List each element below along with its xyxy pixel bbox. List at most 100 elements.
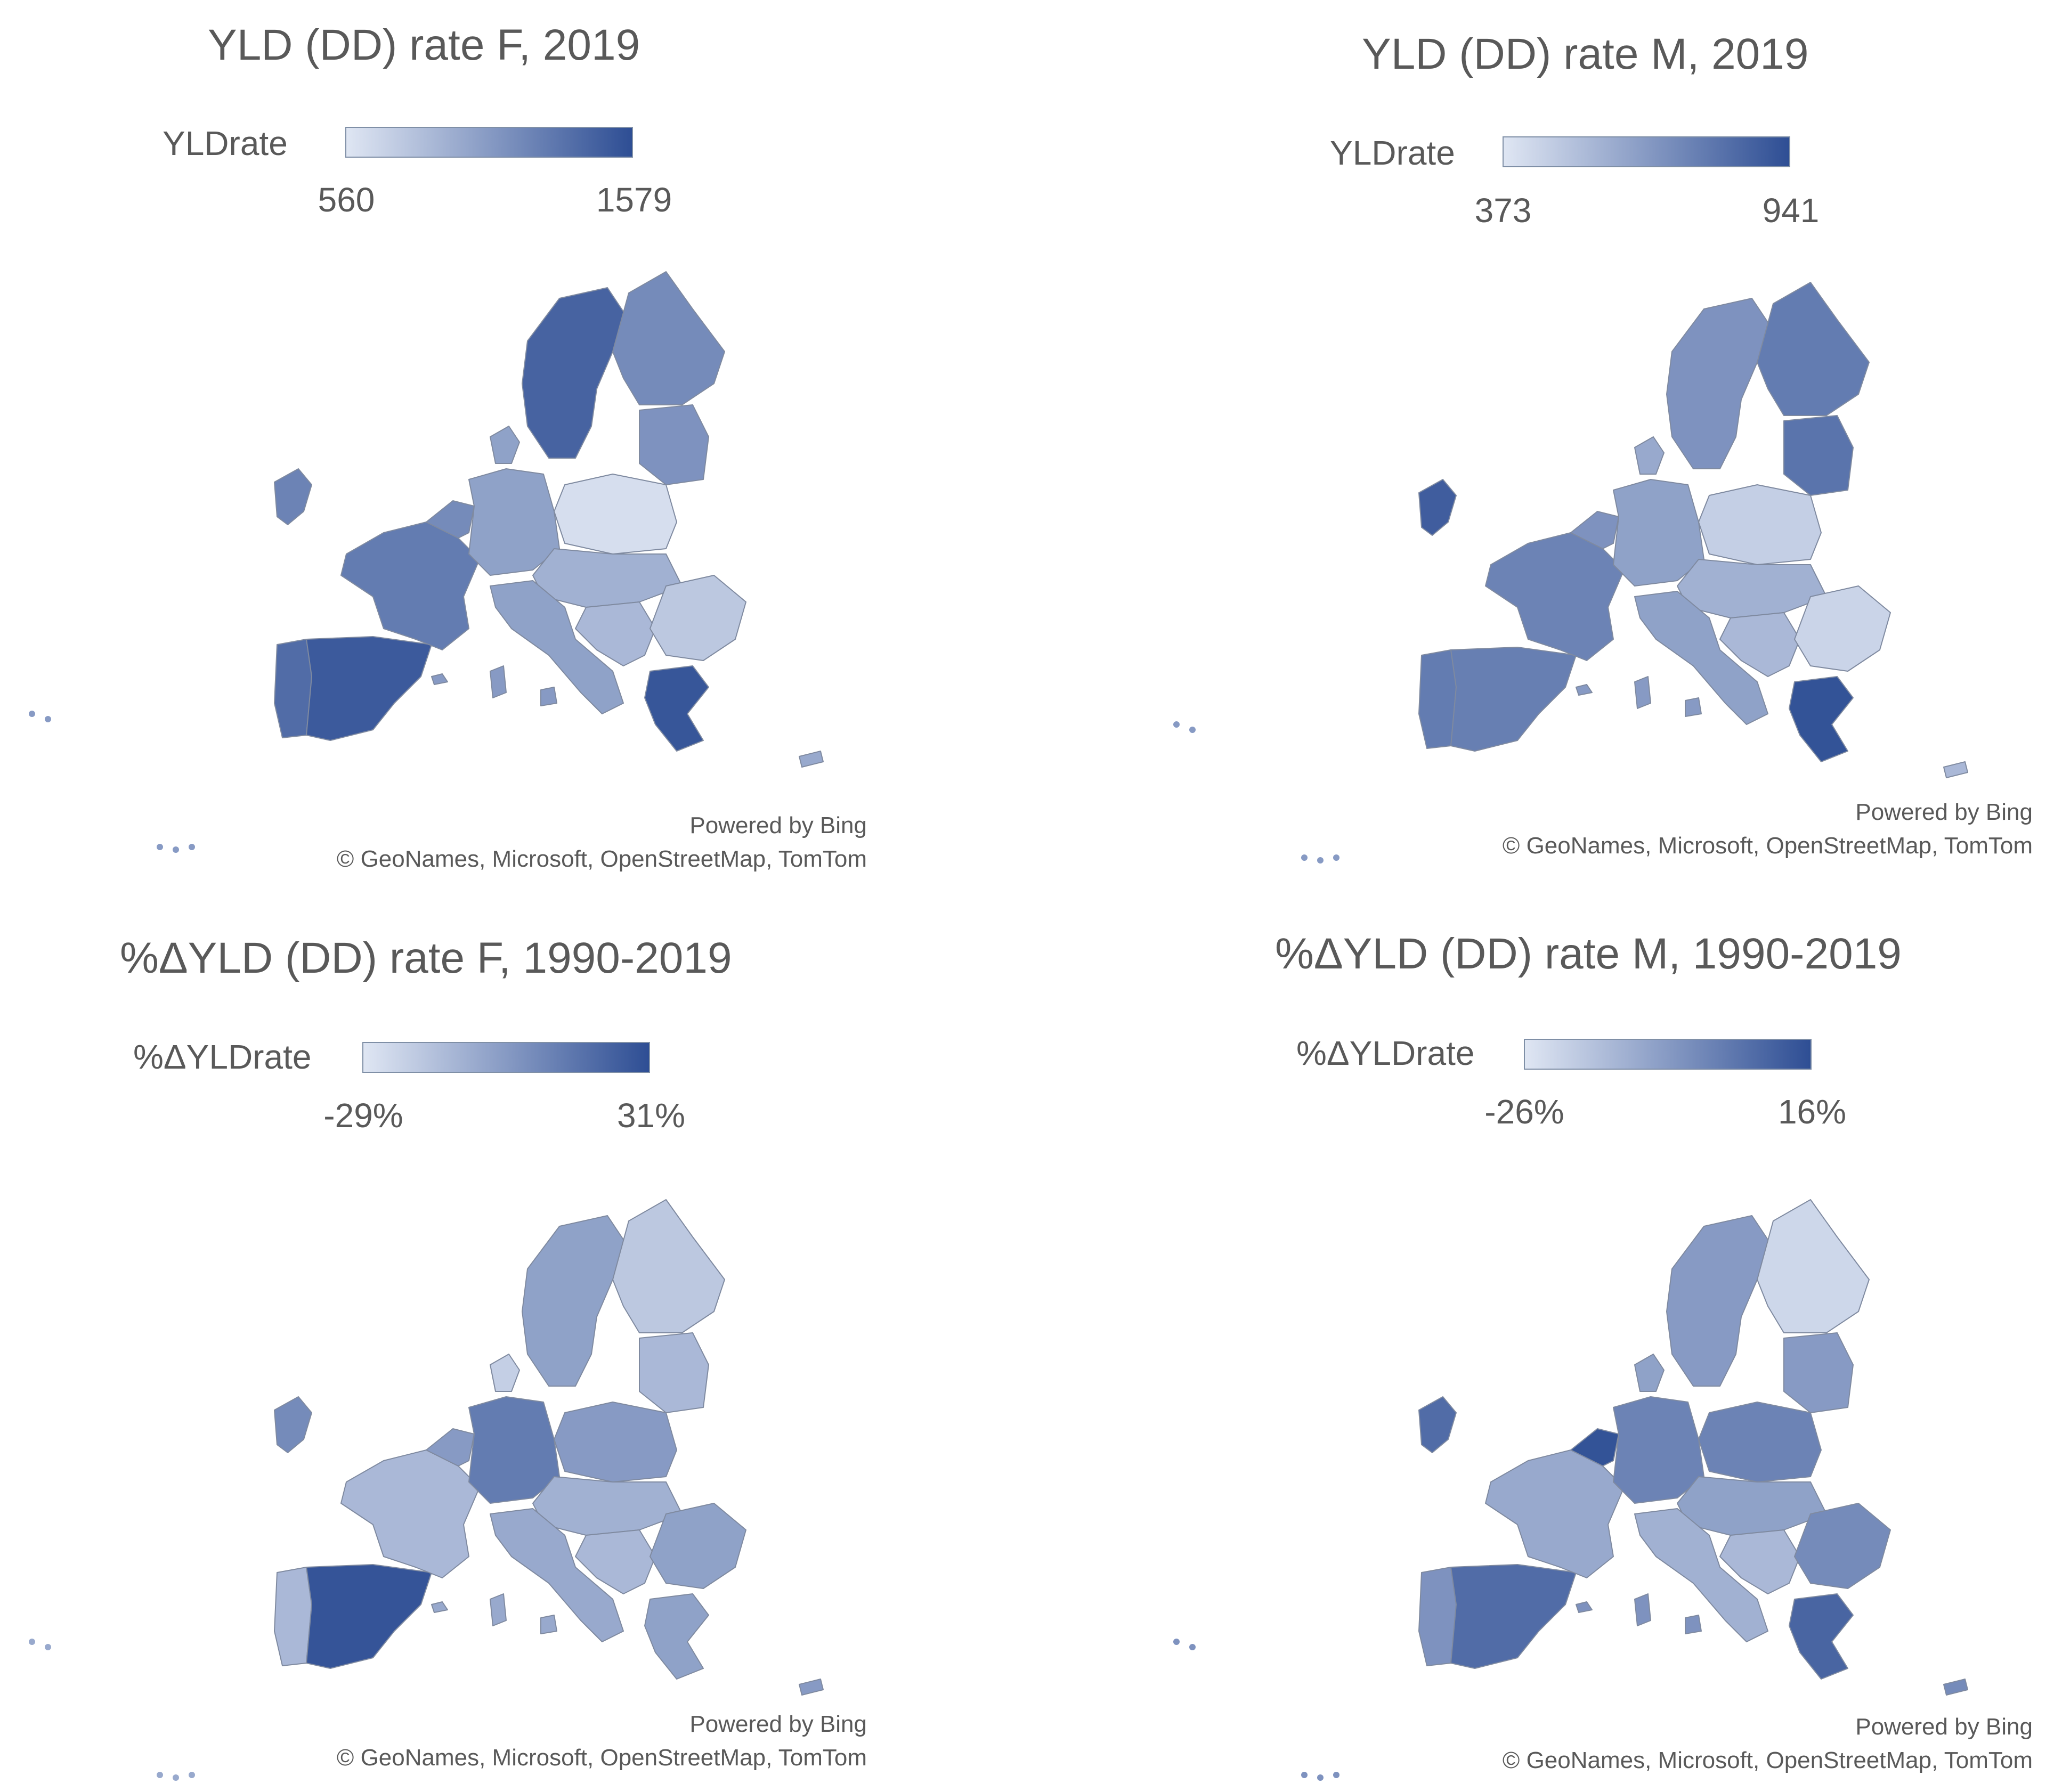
region-czech-austria: [532, 548, 683, 608]
legend-color-bar: [1524, 1039, 1812, 1070]
region-spain: [1450, 1564, 1577, 1669]
region-czech-austria: [1677, 1476, 1827, 1536]
region-norway-sweden: [522, 1215, 629, 1387]
outlying-island: [1317, 1774, 1324, 1781]
region-greece: [1789, 1593, 1854, 1680]
powered-by-bing: Powered by Bing: [1855, 799, 2033, 825]
region-italy: [1634, 1508, 1768, 1642]
legend-max-value: 16%: [1777, 1093, 1847, 1131]
legend-label: YLDrate: [163, 124, 288, 162]
outlying-island: [1173, 1639, 1180, 1645]
region-italy: [490, 1508, 624, 1642]
region-finland: [612, 271, 725, 405]
region-portugal: [274, 1567, 312, 1666]
region-romania-bulgaria: [650, 1503, 746, 1589]
region-balkans: [1719, 1529, 1800, 1594]
region-baltics: [639, 404, 709, 485]
map-attribution: © GeoNames, Microsoft, OpenStreetMap, To…: [336, 1745, 867, 1771]
legend-label: %ΔYLDrate: [1296, 1034, 1475, 1072]
region-islands: [431, 665, 557, 706]
region-greece: [644, 665, 709, 752]
region-balkans: [575, 601, 656, 666]
region-italy: [490, 580, 624, 714]
region-france: [1485, 532, 1625, 661]
region-balkans: [575, 1529, 656, 1594]
region-benelux: [426, 1428, 475, 1467]
region-greece: [1789, 676, 1854, 762]
legend-color-bar: [1503, 136, 1790, 167]
region-spain: [306, 1564, 432, 1669]
outlying-island: [157, 844, 163, 850]
region-benelux: [1570, 511, 1619, 549]
outlying-island: [1333, 1772, 1339, 1778]
outlying-island: [1333, 854, 1339, 861]
region-spain: [1450, 647, 1577, 752]
europe-choropleth-map: [29, 271, 824, 853]
outlying-island: [157, 1772, 163, 1778]
region-uk-ireland: [1418, 479, 1457, 536]
legend-min-value: -29%: [323, 1096, 403, 1135]
region-finland: [1757, 1199, 1870, 1333]
legend-label: YLDrate: [1330, 134, 1455, 172]
region-romania-bulgaria: [1794, 585, 1891, 672]
europe-choropleth-map: [1173, 1199, 1968, 1781]
region-greece: [644, 1593, 709, 1680]
legend-max-value: 1579: [596, 181, 672, 219]
region-benelux: [426, 500, 475, 539]
legend-min-value: 373: [1474, 191, 1532, 230]
outlying-island: [1301, 1772, 1308, 1778]
region-denmark: [490, 426, 520, 464]
map-panel-m-2019: YLD (DD) rate M, 2019 YLDrate 373 941 Po…: [1027, 0, 2054, 896]
region-islands: [1576, 1593, 1702, 1634]
panel-title: %ΔYLD (DD) rate M, 1990-2019: [1275, 930, 1902, 978]
map-panel-m-change: %ΔYLD (DD) rate M, 1990-2019 %ΔYLDrate -…: [1027, 896, 2054, 1792]
region-norway-sweden: [1666, 298, 1774, 469]
region-finland: [1757, 282, 1870, 416]
region-cyprus: [799, 1679, 824, 1696]
region-france: [340, 522, 480, 650]
region-portugal: [1418, 649, 1457, 749]
outlying-island: [1317, 857, 1324, 864]
region-czech-austria: [532, 1476, 683, 1536]
region-balkans: [1719, 612, 1800, 677]
region-uk-ireland: [274, 468, 312, 525]
region-poland: [1698, 1402, 1822, 1483]
outlying-island: [45, 1644, 51, 1650]
region-spain: [306, 636, 432, 741]
outlying-island: [173, 846, 179, 853]
region-poland: [1698, 484, 1822, 565]
outlying-island: [1173, 721, 1180, 728]
outlying-island: [1301, 854, 1308, 861]
legend-max-value: 31%: [616, 1096, 686, 1135]
region-france: [340, 1449, 480, 1578]
region-norway-sweden: [522, 287, 629, 459]
region-poland: [554, 1402, 677, 1483]
region-denmark: [490, 1354, 520, 1392]
outlying-island: [1189, 1644, 1196, 1650]
region-uk-ireland: [1418, 1396, 1457, 1453]
map-panel-f-change: %ΔYLD (DD) rate F, 1990-2019 %ΔYLDrate -…: [0, 896, 1027, 1792]
legend-min-value: -26%: [1484, 1093, 1564, 1131]
region-benelux: [1570, 1428, 1619, 1467]
panel-title: YLD (DD) rate F, 2019: [208, 21, 640, 69]
map-attribution: © GeoNames, Microsoft, OpenStreetMap, To…: [1502, 833, 2033, 859]
map-panel-f-2019: YLD (DD) rate F, 2019 YLDrate 560 1579 P…: [0, 0, 1027, 896]
region-romania-bulgaria: [1794, 1503, 1891, 1589]
region-portugal: [1418, 1567, 1457, 1666]
legend-max-value: 941: [1762, 191, 1820, 230]
powered-by-bing: Powered by Bing: [689, 812, 867, 838]
outlying-island: [173, 1774, 179, 1781]
legend-min-value: 560: [318, 181, 375, 219]
outlying-island: [45, 716, 51, 722]
outlying-island: [189, 844, 195, 850]
legend-label: %ΔYLDrate: [133, 1038, 312, 1076]
region-portugal: [274, 639, 312, 738]
region-denmark: [1634, 1354, 1665, 1392]
region-cyprus: [1943, 761, 1968, 778]
legend-color-bar: [362, 1042, 650, 1073]
panel-title: YLD (DD) rate M, 2019: [1362, 30, 1809, 78]
outlying-island: [29, 1639, 35, 1645]
powered-by-bing: Powered by Bing: [1855, 1714, 2033, 1740]
europe-choropleth-map: [29, 1199, 824, 1781]
map-attribution: © GeoNames, Microsoft, OpenStreetMap, To…: [1502, 1747, 2033, 1773]
